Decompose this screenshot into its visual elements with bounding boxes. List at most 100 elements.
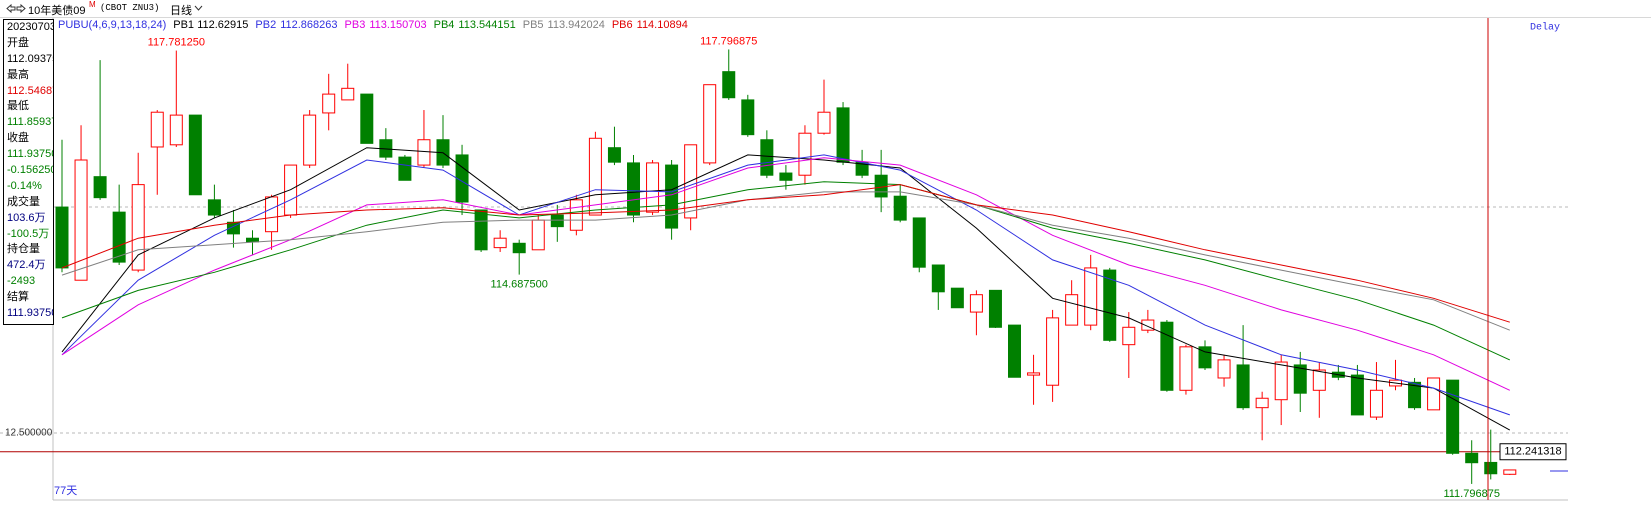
candle-body [455, 154, 469, 203]
candle-body [817, 111, 831, 134]
period-selector[interactable]: 日线 [170, 5, 192, 17]
high-label: 117.781250 [148, 36, 205, 48]
symbol-badge: M [89, 0, 96, 9]
indicator-line [61, 181, 1511, 361]
candle-body [112, 211, 126, 263]
info-row: 最低 [7, 100, 29, 113]
candle-body [741, 99, 755, 136]
candle-body [207, 199, 221, 216]
candle-body [1350, 374, 1364, 416]
legend-name: PB4 [434, 19, 455, 31]
candle-body [1293, 364, 1307, 394]
candle-body [360, 93, 374, 144]
legend-value: 112.868263 [280, 19, 337, 31]
candles: 117.781250 114.687500 117.796875 111.796875 [55, 35, 1517, 500]
candle-body [512, 242, 526, 254]
info-panel: 20230703 开盘 112.093750 最高 112.546875 最低 111.85… [3, 19, 54, 325]
indicator-line [61, 154, 1510, 416]
candle-body [1484, 461, 1498, 475]
candle-body [950, 287, 964, 309]
legend-value: 113.544151 [458, 19, 515, 31]
candle-body [1065, 294, 1079, 326]
toolbar: 10年美债09 M (CBOT ZNU3) 日线 [0, 0, 1651, 18]
period-chevron[interactable] [194, 5, 203, 12]
indicator-line [61, 147, 1511, 431]
legend-value: 112.62915 [197, 19, 248, 31]
candle-body [74, 159, 88, 281]
candle-body [150, 111, 164, 148]
candle-body [1274, 361, 1288, 401]
candle-body [1503, 469, 1517, 475]
candle-body [303, 114, 317, 166]
info-row: 收盘 [7, 132, 29, 145]
info-row: 103.6万 [7, 211, 46, 224]
high-label: 117.796875 [700, 35, 757, 47]
candle-body [1008, 324, 1021, 378]
info-row: -0.156250 [7, 164, 54, 177]
symbol-code: (CBOT ZNU3) [100, 3, 160, 13]
last-price-box [1499, 443, 1567, 461]
indicator-line [61, 191, 1510, 331]
legend-value: 114.10894 [637, 19, 688, 31]
candle-body [1046, 317, 1060, 386]
legend-name: PB2 [255, 19, 276, 31]
candle-body [1103, 269, 1117, 341]
candle-body [417, 139, 431, 166]
candle-body [169, 114, 183, 146]
legend-name: PB3 [345, 19, 366, 31]
candle-body [969, 294, 983, 313]
candle-body [1122, 326, 1136, 346]
candle-body [798, 132, 812, 176]
candle-body [627, 162, 640, 216]
indicator-name: PUBU(4,6,9,13,18,24) [58, 19, 166, 31]
legend-name: PB1 [173, 19, 194, 31]
info-row: -100.5万 [7, 227, 50, 240]
symbol-title[interactable]: 10年美债09 [28, 5, 86, 17]
info-row: 20230703 [7, 21, 54, 33]
legend-name: PB6 [612, 19, 633, 31]
info-row: 最高 [7, 68, 29, 81]
info-row: 111.937500 [7, 307, 53, 320]
candle-body [55, 206, 69, 269]
info-row: -2493 [7, 275, 36, 288]
info-row: 持仓量 [7, 243, 40, 256]
candle-body [493, 237, 507, 249]
candle-body [1255, 397, 1269, 409]
grid: 12.500000 112.241318 [0, 428, 1568, 461]
candle-body [474, 209, 488, 251]
info-row: 成交量 [7, 195, 40, 208]
candle-body [1465, 452, 1479, 464]
candle-body [1446, 379, 1460, 454]
nav-arrows[interactable] [6, 3, 26, 14]
legend-value: 113.150703 [369, 19, 426, 31]
candle-body [1160, 321, 1174, 391]
legend-value: 113.942024 [548, 19, 605, 31]
info-row: 111.937500 [7, 148, 53, 161]
candle-body [722, 71, 736, 99]
info-row: 472.4万 [7, 259, 46, 272]
candle-body [131, 184, 145, 271]
candle-body [531, 219, 545, 251]
low-label: 111.796875 [1443, 488, 1499, 500]
candle-body [836, 107, 850, 163]
info-row: 结算 [7, 291, 29, 304]
info-row: 112.546875 [7, 84, 53, 97]
candle-body [322, 93, 336, 114]
bar-count: 77天 [54, 485, 77, 497]
candle-body [569, 199, 583, 231]
indicator-lines [61, 147, 1511, 431]
indicator-line [61, 184, 1510, 323]
y-tick-label: 12.500000 [5, 428, 53, 439]
last-price-label: 112.241318 [1504, 446, 1561, 458]
candle-body [188, 114, 202, 196]
info-row: 开盘 [7, 36, 29, 49]
candle-body [1427, 377, 1441, 411]
candle-body [265, 196, 279, 233]
legend: PUBU(4,6,9,13,18,24) PB1 112.62915 PB2 112.8… [58, 19, 688, 31]
delay-label: Delay [1530, 22, 1560, 34]
candle-body [893, 195, 907, 221]
candle-body [1084, 267, 1098, 326]
candle-body [341, 87, 355, 101]
candle-body [93, 176, 107, 199]
